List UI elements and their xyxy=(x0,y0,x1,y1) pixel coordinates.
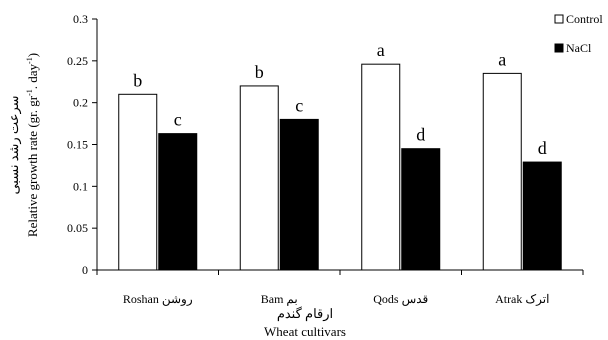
significance-letter: d xyxy=(416,125,425,145)
legend-label-control: Control xyxy=(566,12,603,26)
y-tick-label: 0.1 xyxy=(73,179,88,193)
y-tick-label: 0.3 xyxy=(73,12,88,26)
y-tick-label: 0 xyxy=(82,263,88,277)
significance-letter: b xyxy=(133,70,142,90)
legend-label-nacl: NaCl xyxy=(566,41,592,55)
bar-nacl xyxy=(279,118,319,271)
bar-nacl xyxy=(158,133,198,271)
x-axis: Roshan روشن Bam بم Qods قدس Atrak اترک xyxy=(96,269,584,306)
legend-swatch-control xyxy=(554,14,564,24)
bar-control xyxy=(361,63,401,271)
y-axis-title-persian: سرعت رشد نسبی xyxy=(6,95,22,194)
bar-nacl xyxy=(522,161,562,271)
y-axis: 0 0.05 0.1 0.15 0.2 0.25 0.3 xyxy=(67,12,98,277)
y-tick-label: 0.2 xyxy=(73,96,88,110)
x-tick-label: Qods قدس xyxy=(373,292,428,306)
significance-letter: c xyxy=(174,110,182,130)
x-tick-label: Bam بم xyxy=(261,292,298,306)
x-tick-label: Roshan روشن xyxy=(123,292,193,306)
x-axis-title-english: Wheat cultivars xyxy=(264,324,346,339)
y-tick-label: 0.05 xyxy=(67,221,88,235)
y-tick-label: 0.15 xyxy=(67,138,88,152)
x-tick-label: Atrak اترک xyxy=(495,292,549,306)
y-tick-label: 0.25 xyxy=(67,54,88,68)
significance-letter: a xyxy=(498,49,506,69)
x-axis-title-persian: ارقام گندم xyxy=(277,306,333,322)
legend-swatch-nacl xyxy=(554,43,564,53)
significance-letter: b xyxy=(255,62,264,82)
significance-letter: d xyxy=(538,138,547,158)
significance-letter: a xyxy=(377,40,385,60)
bar-nacl xyxy=(401,148,441,271)
y-axis-title-english: Relative growth rate (gr. gr-1. day-1) xyxy=(25,53,40,237)
significance-letter: c xyxy=(295,95,303,115)
plot-area: b c b c a d a d xyxy=(118,40,562,271)
bar-control xyxy=(482,72,522,271)
bar-control xyxy=(118,93,158,271)
bar-control xyxy=(239,85,279,271)
legend: Control NaCl xyxy=(554,12,603,55)
